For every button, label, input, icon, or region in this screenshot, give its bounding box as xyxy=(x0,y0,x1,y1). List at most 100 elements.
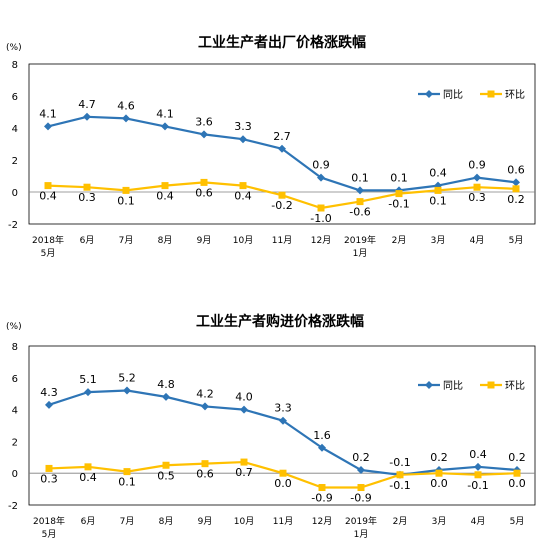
chart-2-series-1-data-label: 4.2 xyxy=(196,387,214,400)
chart-2-series-1-point xyxy=(201,402,209,411)
chart-1-series-2-data-label: -0.2 xyxy=(271,199,292,212)
chart-2-series-1-data-label: 0.2 xyxy=(352,451,370,464)
chart-1-series-1-data-label: 0.4 xyxy=(429,167,447,180)
chart-2-series-1-data-label: 4.8 xyxy=(157,378,175,391)
chart-2-series-1-point xyxy=(357,466,365,475)
chart-2-series-2-point xyxy=(318,484,326,492)
chart-2-series-2-data-label: 0.5 xyxy=(157,469,175,482)
chart-1-series-2-point xyxy=(356,198,364,206)
chart-2-series-2-data-label: 0.0 xyxy=(508,477,526,490)
chart-2-series-2-data-label: -0.1 xyxy=(467,479,488,492)
chart-1-y-tick-label: 8 xyxy=(12,60,18,71)
chart-2-unit-label: (%) xyxy=(6,322,22,332)
chart-1-series-2-data-label: -0.1 xyxy=(388,198,409,211)
chart-1-series-2-data-label: 0.1 xyxy=(429,194,447,207)
chart-1-series-1-point xyxy=(44,122,52,131)
chart-1-legend-2-marker xyxy=(487,90,495,98)
chart-2-series-2-data-label: -0.9 xyxy=(311,492,332,505)
chart-2-series-2-data-label: 0.6 xyxy=(196,468,214,481)
chart-1-series-1-data-label: 0.9 xyxy=(312,159,330,172)
chart-1-series-1-point xyxy=(83,112,91,121)
chart-2-y-tick-label: 6 xyxy=(12,374,18,385)
chart-2-series-2-data-label: 0.1 xyxy=(118,476,136,489)
chart-1-y-tick-label: 2 xyxy=(12,156,18,167)
chart-1-series-2-point xyxy=(473,183,481,191)
chart-1-series-1-data-label: 0.9 xyxy=(468,159,486,172)
chart-1-series-1-point xyxy=(122,114,130,123)
chart-2-series-2-point xyxy=(45,464,53,472)
chart-2-series-1-data-label: 3.3 xyxy=(274,402,292,415)
chart-2-series-2-data-label: 0.0 xyxy=(274,477,292,490)
chart-1-x-tick-label: 2018年 xyxy=(32,234,64,246)
chart-2-y-tick-label: -2 xyxy=(8,501,18,512)
chart-2-series-2-point xyxy=(201,460,209,468)
chart-1-series-2-data-label: 0.1 xyxy=(117,194,135,207)
chart-2-y-tick-label: 8 xyxy=(12,342,18,353)
chart-1-x-tick-label: 2月 xyxy=(392,235,407,246)
chart-2-x-tick-label-line2: 5月 xyxy=(42,529,57,540)
chart-1-series-1-point xyxy=(200,130,208,139)
chart-2-series-2-point xyxy=(513,469,521,477)
chart-2-x-tick-label: 9月 xyxy=(198,516,213,527)
chart-1-series-2-point xyxy=(434,186,442,194)
chart-2-series-2-point xyxy=(84,463,92,471)
chart-2-legend-2-marker xyxy=(487,381,495,389)
chart-1-series-1-point xyxy=(317,173,325,182)
chart-1-series-2-data-label: 0.4 xyxy=(156,190,174,203)
chart-2-series-1-data-label: 0.2 xyxy=(430,451,448,464)
chart-1-series-2-point xyxy=(317,204,325,212)
chart-1-legend-1-marker xyxy=(425,90,433,98)
chart-2-x-tick-label-line2: 1月 xyxy=(354,529,369,540)
chart-2-series-1-data-label: 5.2 xyxy=(118,372,136,385)
chart-2-series-1-point xyxy=(279,416,287,425)
chart-2-y-tick-label: 4 xyxy=(12,406,18,417)
chart-2-legend-1-label: 同比 xyxy=(443,380,463,392)
chart-2-series-2-point xyxy=(357,484,365,492)
chart-1-series-2-point xyxy=(395,190,403,198)
chart-1-series-2-point xyxy=(122,186,130,194)
chart-2-series-2-data-label: 0.0 xyxy=(430,477,448,490)
chart-1-series-2-point xyxy=(83,183,91,191)
chart-2-legend-2-label: 环比 xyxy=(505,380,525,392)
chart-2-series-2-data-label: 0.7 xyxy=(235,466,253,479)
chart-2-series-2-point xyxy=(279,469,287,477)
chart-1-series-2-data-label: 0.2 xyxy=(507,193,525,206)
chart-1-y-tick-label: 0 xyxy=(12,188,18,199)
chart-1-x-tick-label: 4月 xyxy=(470,235,485,246)
chart-1-series-1-point xyxy=(161,122,169,131)
chart-2-x-tick-label: 10月 xyxy=(234,516,254,527)
chart-1-x-tick-label: 7月 xyxy=(119,235,134,246)
chart-2-series-1-point xyxy=(84,388,92,397)
chart-2-x-tick-label: 2019年 xyxy=(345,515,377,527)
chart-2-title: 工业生产者购进价格涨跌幅 xyxy=(196,313,364,330)
chart-1-series-2-data-label: 0.6 xyxy=(195,186,213,199)
chart-1-series-1-data-label: 4.1 xyxy=(156,107,174,120)
chart-1-series-2-data-label: 0.4 xyxy=(234,190,252,203)
chart-2-series-1-point xyxy=(123,386,131,395)
chart-2-x-tick-label: 8月 xyxy=(159,516,174,527)
chart-2-x-tick-label: 5月 xyxy=(510,516,525,527)
chart-1-x-tick-label: 6月 xyxy=(80,235,95,246)
chart-2-series-1-point xyxy=(162,392,170,401)
chart-1-series-2-data-label: 0.3 xyxy=(78,191,96,204)
chart-1-x-tick-label: 8月 xyxy=(158,235,173,246)
chart-1-x-tick-label: 5月 xyxy=(509,235,524,246)
chart-1-series-2-data-label: -0.6 xyxy=(349,206,370,219)
chart-1-y-tick-label: 4 xyxy=(12,124,18,135)
chart-2-plot-frame xyxy=(28,345,536,506)
chart-1-series-2-data-label: -1.0 xyxy=(310,212,331,225)
chart-1-series-1-point xyxy=(356,186,364,195)
chart-1-series-2-point xyxy=(278,191,286,199)
chart-1-series-1-data-label: 0.6 xyxy=(507,163,525,176)
chart-1-series-1-data-label: 4.6 xyxy=(117,99,135,112)
chart-2-series-2-point xyxy=(435,469,443,477)
chart-2-series-1-data-label: 5.1 xyxy=(79,373,97,386)
chart-1-series-1-data-label: 3.3 xyxy=(234,120,252,133)
chart-2-series-1-data-label: 1.6 xyxy=(313,429,331,442)
chart-1-series-2-data-label: 0.4 xyxy=(39,190,57,203)
chart-2-series-2-data-label: -0.9 xyxy=(350,492,371,505)
chart-1-series-1-data-label: 3.6 xyxy=(195,115,213,128)
chart-2-series-1-point xyxy=(474,462,482,471)
chart-1-series-1-point xyxy=(512,178,520,187)
chart-1-x-tick-label: 10月 xyxy=(233,235,253,246)
